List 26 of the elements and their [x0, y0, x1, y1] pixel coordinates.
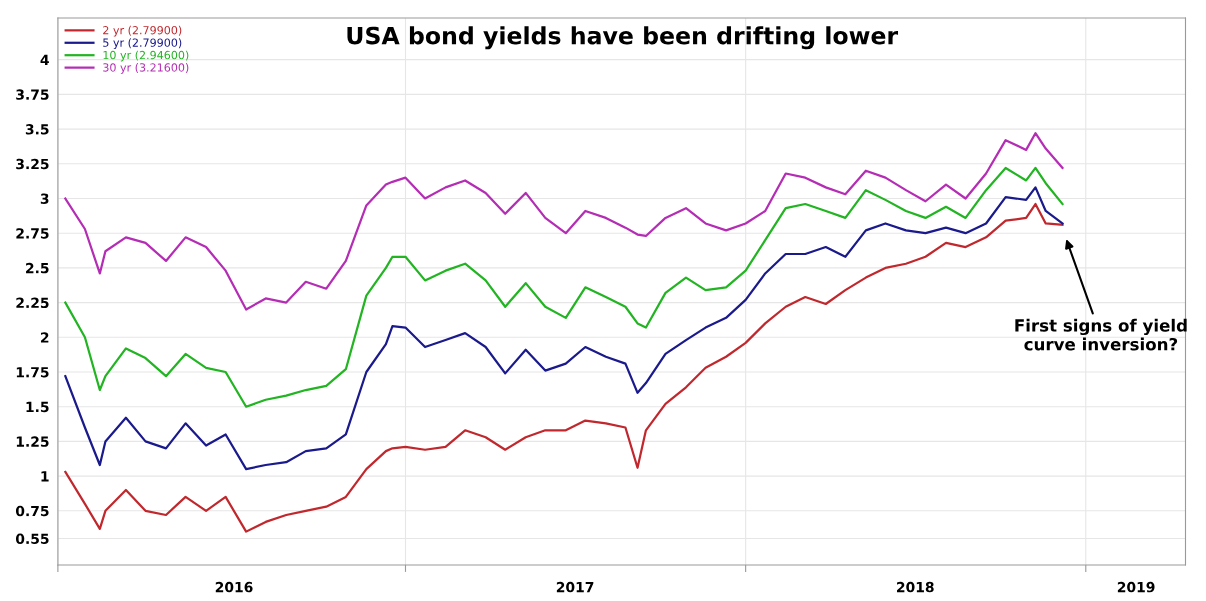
- y-tick-label: 0.55: [15, 533, 49, 545]
- x-tick-label: 2019: [1117, 581, 1155, 593]
- y-tick-label: 1.25: [16, 436, 49, 447]
- y-tick-label: 2: [40, 332, 49, 343]
- line-series: [64, 132, 1064, 311]
- x-tick-label: 2018: [897, 581, 934, 593]
- chart-title: USA bond yields have been drifting lower: [347, 26, 899, 50]
- y-tick-label: 3: [40, 193, 49, 204]
- x-tick-label: 2017: [556, 581, 594, 593]
- legend-label: 10 yr (2.94600): [103, 50, 189, 62]
- x-tick-label: 2016: [215, 581, 253, 593]
- y-tick-label: 4: [40, 54, 49, 65]
- y-tick-label: 1: [41, 471, 49, 482]
- legend-label: 2 yr (2.79900): [103, 25, 182, 37]
- annotation: First signs of yield curve inversion?: [1015, 318, 1187, 351]
- y-tick-label: 1.5: [26, 401, 49, 413]
- y-tick-label: 2.75: [16, 228, 49, 239]
- y-tick-label: 3.5: [25, 124, 49, 135]
- y-tick-label: 3.25: [16, 158, 49, 170]
- y-tick-label: 2.5: [26, 262, 49, 274]
- y-tick-label: 1.75: [16, 367, 49, 378]
- y-tick-label: 3.75: [16, 89, 49, 100]
- legend-label: 30 yr (3.21600): [103, 63, 189, 74]
- y-tick-label: 2.25: [16, 297, 49, 309]
- legend-label: 5 yr (2.79900): [103, 38, 182, 49]
- y-tick-label: 0.75: [15, 505, 49, 517]
